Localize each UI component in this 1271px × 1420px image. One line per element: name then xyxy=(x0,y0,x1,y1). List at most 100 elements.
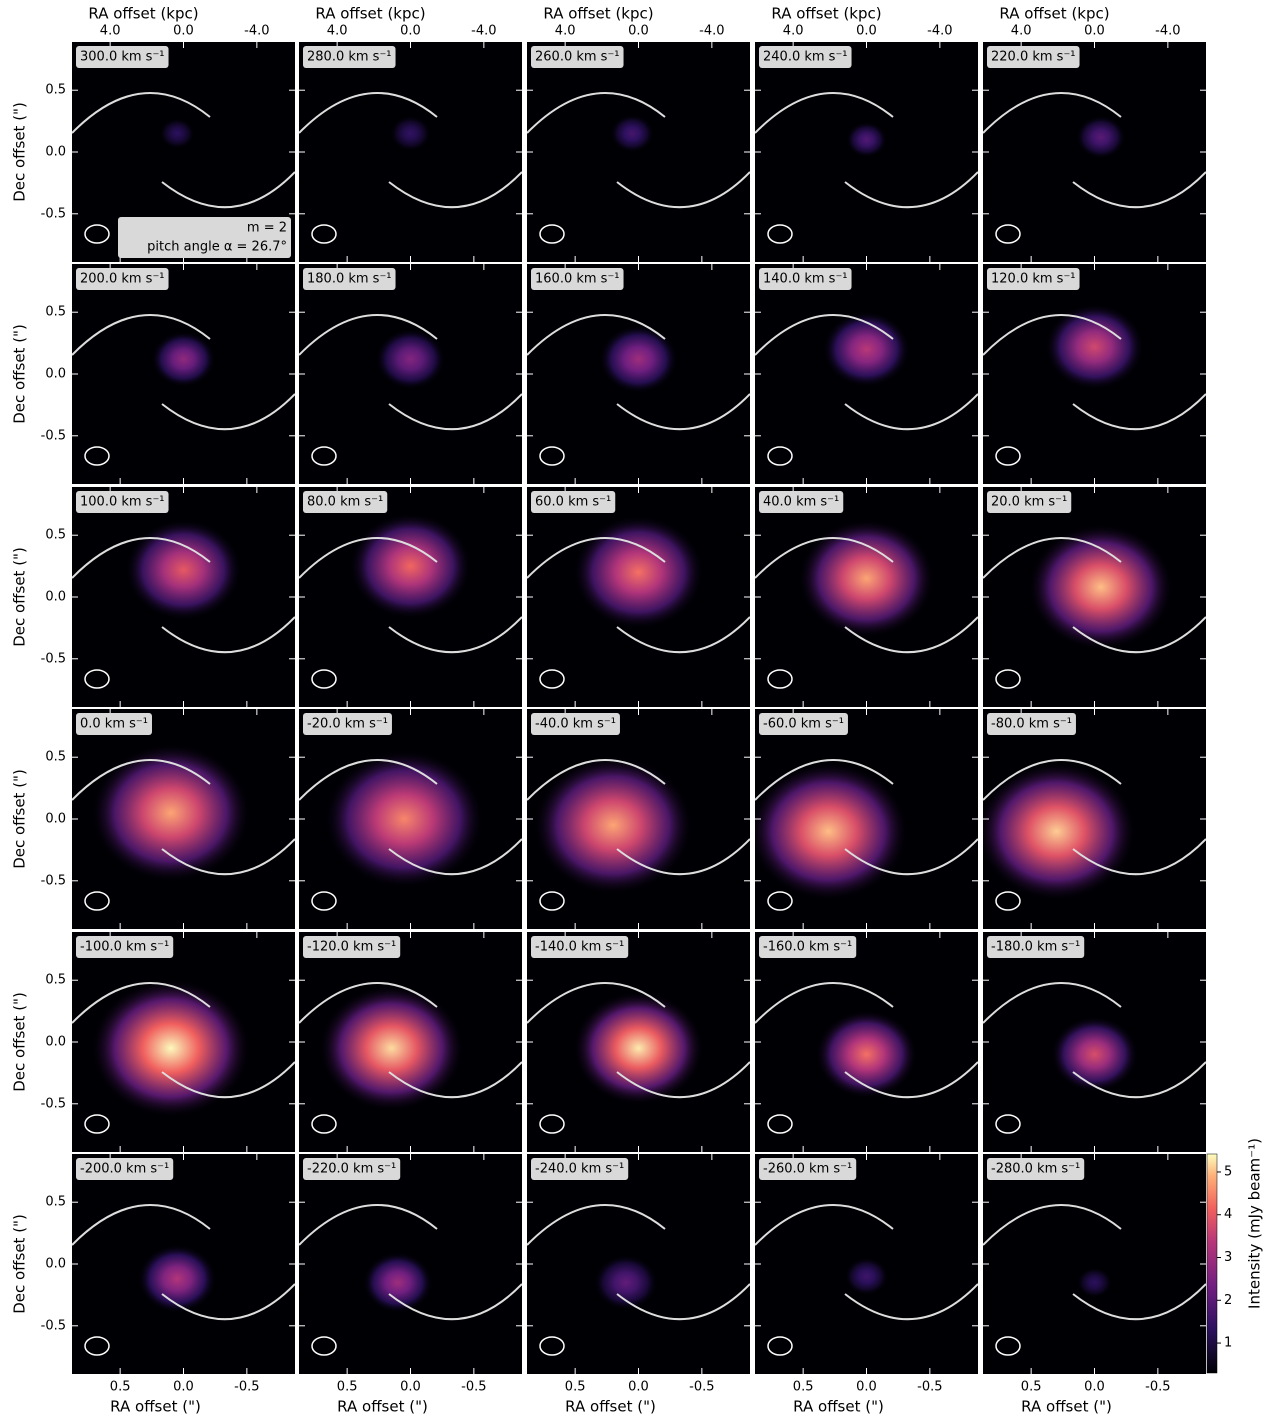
velocity-label: 80.0 km s⁻¹ xyxy=(307,495,383,510)
velocity-label: -240.0 km s⁻¹ xyxy=(535,1162,624,1177)
y-tick-label: 0.0 xyxy=(45,1035,66,1050)
y-axis-title: Dec offset (") xyxy=(11,547,29,647)
y-tick-label: 0.0 xyxy=(45,812,66,827)
x2-tick-label: 0.0 xyxy=(856,24,877,39)
channel-panel: 20.0 km s⁻¹ xyxy=(983,487,1206,707)
x-axis-title: RA offset (") xyxy=(110,1398,201,1416)
velocity-label: 260.0 km s⁻¹ xyxy=(535,50,620,65)
y-axis-title: Dec offset (") xyxy=(11,992,29,1092)
x2-tick-label: 4.0 xyxy=(555,24,576,39)
emission-blob xyxy=(1045,304,1144,390)
x-axis-title: RA offset (") xyxy=(337,1398,428,1416)
emission-blob xyxy=(573,991,704,1105)
channel-panel: 4.00.0-4.0280.0 km s⁻¹RA offset (kpc) xyxy=(299,5,522,263)
velocity-label: -180.0 km s⁻¹ xyxy=(991,940,1080,955)
channel-panel: -60.0 km s⁻¹ xyxy=(748,709,978,929)
x-axis-title: RA offset (") xyxy=(565,1398,656,1416)
emission-blob xyxy=(125,519,242,620)
x-tick-label: 0.0 xyxy=(1084,1380,1105,1395)
channel-panel: 4.00.0-4.0220.0 km s⁻¹RA offset (kpc) xyxy=(983,5,1206,263)
channel-panel: -20.0 km s⁻¹ xyxy=(299,709,522,929)
emission-blob xyxy=(1051,1016,1138,1092)
channel-panel: 120.0 km s⁻¹ xyxy=(983,264,1206,484)
emission-blob xyxy=(160,118,195,148)
channel-panel: 0.5 0.0 -0.5 200.0 km s⁻¹ Dec offset (") xyxy=(11,264,296,484)
emission-blob xyxy=(390,116,431,151)
y-tick-label: -0.5 xyxy=(41,1096,66,1111)
channel-panel: 80.0 km s⁻¹ xyxy=(299,487,522,707)
x2-tick-label: -4.0 xyxy=(1155,24,1180,39)
x2-tick-label: -4.0 xyxy=(927,24,952,39)
velocity-label: 240.0 km s⁻¹ xyxy=(763,50,848,65)
channel-panel: 140.0 km s⁻¹ xyxy=(755,264,978,484)
velocity-label: 280.0 km s⁻¹ xyxy=(307,50,392,65)
channel-panel: -180.0 km s⁻¹ xyxy=(983,932,1206,1152)
emission-blob xyxy=(151,331,215,387)
y-axis-title: Dec offset (") xyxy=(11,324,29,424)
x2-axis-title: RA offset (kpc) xyxy=(88,5,198,23)
velocity-label: 200.0 km s⁻¹ xyxy=(80,272,165,287)
x-tick-label: 0.0 xyxy=(400,1380,421,1395)
velocity-label: 220.0 km s⁻¹ xyxy=(991,50,1076,65)
velocity-label: 180.0 km s⁻¹ xyxy=(307,272,392,287)
emission-blob xyxy=(846,122,887,157)
emission-blob xyxy=(349,513,471,619)
annotation: m = 2 xyxy=(247,221,287,236)
velocity-label: -280.0 km s⁻¹ xyxy=(991,1162,1080,1177)
emission-blob xyxy=(976,762,1136,901)
emission-blob xyxy=(748,762,908,901)
velocity-label: -120.0 km s⁻¹ xyxy=(307,940,396,955)
colorbar-tick-label: 5 xyxy=(1224,1164,1232,1179)
velocity-label: 60.0 km s⁻¹ xyxy=(535,495,611,510)
channel-panel: 40.0 km s⁻¹ xyxy=(755,487,978,707)
colorbar xyxy=(1207,1154,1217,1373)
velocity-label: -260.0 km s⁻¹ xyxy=(763,1162,852,1177)
emission-blob xyxy=(845,1257,889,1295)
x2-tick-label: 4.0 xyxy=(100,24,121,39)
x2-axis-title: RA offset (kpc) xyxy=(543,5,653,23)
channel-panel: -120.0 km s⁻¹ xyxy=(299,932,522,1152)
emission-blob xyxy=(594,1255,658,1311)
velocity-label: -160.0 km s⁻¹ xyxy=(763,940,852,955)
x-axis-title: RA offset (") xyxy=(793,1398,884,1416)
velocity-label: -100.0 km s⁻¹ xyxy=(80,940,169,955)
velocity-label: -60.0 km s⁻¹ xyxy=(763,717,844,732)
y-tick-label: -0.5 xyxy=(41,206,66,221)
velocity-label: 300.0 km s⁻¹ xyxy=(80,50,165,65)
velocity-label: 20.0 km s⁻¹ xyxy=(991,495,1067,510)
x-tick-label: 0.0 xyxy=(173,1380,194,1395)
y-tick-label: 0.5 xyxy=(45,528,66,543)
channel-panel: 160.0 km s⁻¹ xyxy=(527,264,750,484)
x2-axis-title: RA offset (kpc) xyxy=(771,5,881,23)
emission-blob xyxy=(363,1252,433,1313)
velocity-label: 100.0 km s⁻¹ xyxy=(80,495,165,510)
channel-panel: 0.50.0-0.50.0 km s⁻¹Dec offset (") xyxy=(11,709,296,929)
y-tick-label: 0.0 xyxy=(45,367,66,382)
panel-background xyxy=(983,1154,1206,1374)
emission-blob xyxy=(573,515,704,629)
channel-map-figure: 4.0 0.0 -4.0 0.5 0.0 -0.5 300.0 km s⁻¹ m = 2 pit… xyxy=(0,0,1271,1416)
y-axis-title: Dec offset (") xyxy=(11,102,29,202)
x-tick-label: 0.0 xyxy=(628,1380,649,1395)
channel-panel: -160.0 km s⁻¹ xyxy=(755,932,978,1152)
emission-blob xyxy=(91,743,251,882)
velocity-label: 0.0 km s⁻¹ xyxy=(80,717,148,732)
y-tick-label: 0.5 xyxy=(45,305,66,320)
x2-tick-label: 0.0 xyxy=(628,24,649,39)
channel-panel: 0.50.0-0.5-100.0 km s⁻¹Dec offset (") xyxy=(11,932,296,1152)
channel-panel: -80.0 km s⁻¹ xyxy=(976,709,1206,929)
y-tick-label: -0.5 xyxy=(41,428,66,443)
velocity-label: 160.0 km s⁻¹ xyxy=(535,272,620,287)
x2-axis-title: RA offset (kpc) xyxy=(999,5,1109,23)
x-tick-label: 0.5 xyxy=(337,1380,358,1395)
annotation: pitch angle α = 26.7° xyxy=(147,240,287,255)
velocity-label: -40.0 km s⁻¹ xyxy=(535,717,616,732)
x2-tick-label: 4.0 xyxy=(327,24,348,39)
y-tick-label: 0.5 xyxy=(45,750,66,765)
x2-tick-label: -4.0 xyxy=(244,24,269,39)
emission-blob xyxy=(324,749,484,888)
emission-blob xyxy=(319,985,465,1112)
y-tick-label: 0.0 xyxy=(45,1257,66,1272)
